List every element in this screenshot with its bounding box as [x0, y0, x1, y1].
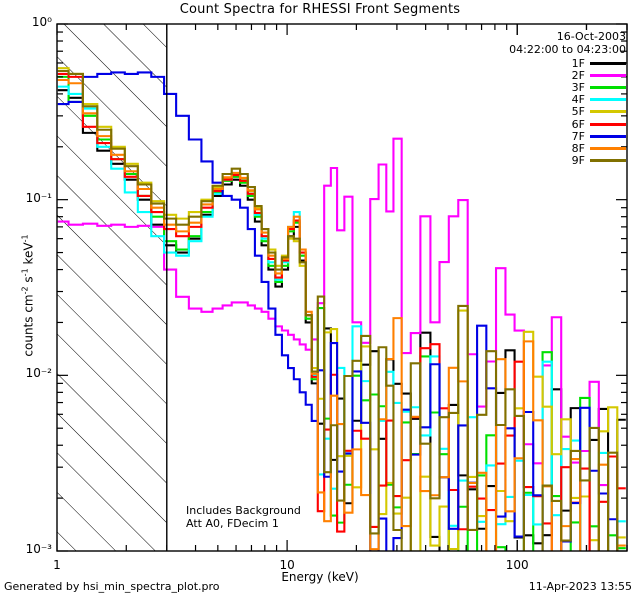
plot-frame — [56, 23, 628, 552]
legend: 1F 2F 3F 4F 5F 6F 7F 8F 9F — [506, 57, 626, 167]
observation-time-range: 04:22:00 to 04:23:00 — [509, 43, 626, 56]
legend-item-3f: 3F — [506, 80, 626, 94]
axis-ticks — [56, 23, 628, 552]
annotation-includes-background: Includes Background — [186, 504, 301, 517]
legend-color-swatch — [590, 85, 626, 89]
legend-item-5f: 5F — [506, 105, 626, 119]
series-group — [57, 67, 626, 551]
legend-color-swatch — [590, 73, 626, 77]
legend-label: 4F — [571, 93, 585, 107]
legend-label: 2F — [571, 68, 585, 82]
x-tick-label: 100 — [505, 558, 529, 572]
legend-color-swatch — [590, 122, 626, 126]
y-tick-label: 10⁻¹ — [25, 190, 52, 205]
series-line-9f — [57, 69, 619, 551]
y-tick-label: 10⁻² — [25, 366, 52, 381]
legend-item-7f: 7F — [506, 129, 626, 143]
legend-label: 1F — [571, 56, 585, 70]
legend-item-9f: 9F — [506, 154, 626, 168]
page-title: Count Spectra for RHESSI Front Segments — [179, 2, 461, 17]
legend-label: 9F — [571, 154, 585, 168]
legend-item-1f: 1F — [506, 56, 626, 70]
legend-color-swatch — [590, 110, 626, 114]
x-tick-label: 10 — [279, 558, 295, 572]
legend-color-swatch — [590, 98, 626, 102]
series-line-2f — [57, 137, 610, 551]
y-tick-label: 10⁰ — [31, 15, 52, 29]
legend-color-swatch — [590, 134, 626, 138]
legend-label: 8F — [571, 141, 585, 155]
legend-item-8f: 8F — [506, 141, 626, 155]
x-tick-label: 1 — [53, 558, 61, 572]
legend-label: 7F — [571, 129, 585, 143]
x-axis-title: Energy (keV) — [281, 570, 359, 584]
legend-color-swatch — [590, 159, 626, 163]
legend-label: 6F — [571, 117, 585, 131]
footer-timestamp: 11-Apr-2023 13:55 — [528, 580, 632, 593]
legend-label: 5F — [571, 105, 585, 119]
legend-item-6f: 6F — [506, 117, 626, 131]
footer-generator: Generated by hsi_min_spectra_plot.pro — [4, 580, 220, 593]
legend-label: 3F — [571, 80, 585, 94]
legend-item-2f: 2F — [506, 68, 626, 82]
y-tick-label: 10⁻³ — [25, 542, 52, 556]
legend-item-4f: 4F — [506, 93, 626, 107]
hatched-exclusion-region — [57, 24, 167, 551]
legend-color-swatch — [590, 61, 626, 65]
legend-color-swatch — [590, 146, 626, 150]
annotation-attenuator: Att A0, FDecim 1 — [186, 517, 279, 530]
observation-date: 16-Oct-2003 — [556, 30, 626, 43]
